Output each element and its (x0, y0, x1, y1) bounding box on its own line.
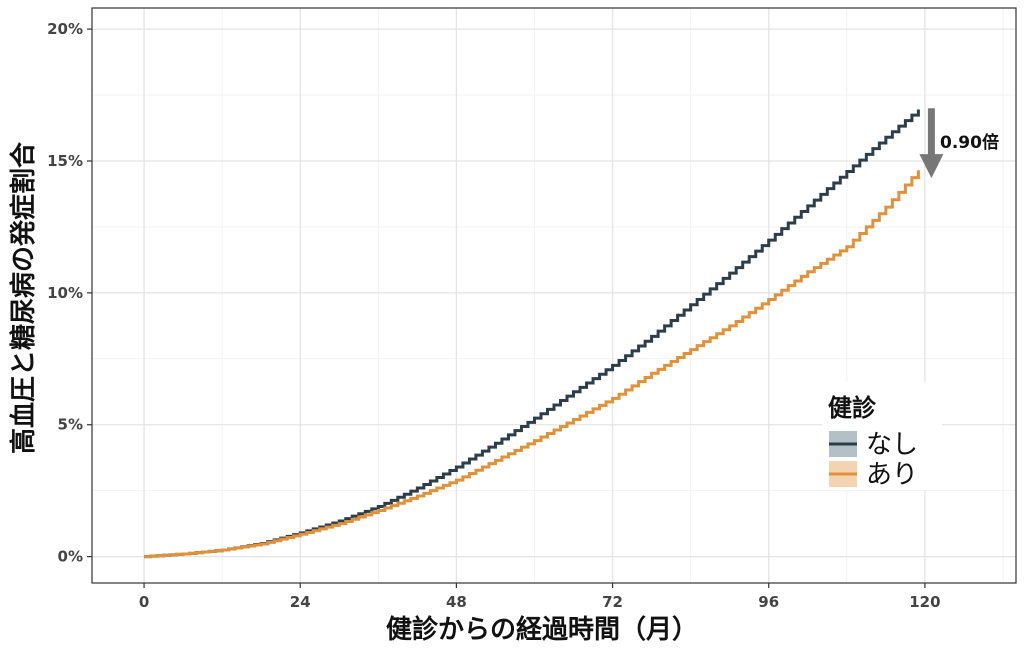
x-tick-label: 0 (139, 593, 149, 611)
x-axis-title: 健診からの経過時間（月） (386, 614, 698, 645)
y-axis-ticks: 0% 5% 10% 15% 20% (47, 20, 92, 566)
y-axis-title: 高血圧と糖尿病の発症割合 (8, 141, 39, 454)
series-line-ari (144, 170, 920, 559)
legend-title: 健診 (828, 394, 877, 422)
ratio-annotation-text: 0.90倍 (940, 132, 999, 153)
x-tick-label: 48 (446, 593, 467, 611)
legend-label-ari: あり (866, 460, 918, 490)
y-tick-label: 0% (58, 548, 83, 566)
series-lines (144, 109, 920, 559)
x-tick-label: 120 (909, 593, 940, 611)
y-tick-label: 15% (47, 152, 83, 170)
y-tick-label: 10% (47, 284, 83, 302)
x-tick-label: 72 (602, 593, 623, 611)
grid (92, 8, 1016, 583)
y-tick-label: 20% (47, 20, 83, 38)
panel-border (91, 7, 1017, 584)
x-tick-label: 24 (290, 593, 311, 611)
ratio-arrow-head (919, 154, 944, 179)
x-axis-ticks: 0 24 48 72 96 120 (139, 583, 941, 611)
y-tick-label: 5% (58, 416, 83, 434)
series-line-nashi (144, 109, 920, 559)
x-tick-label: 96 (758, 593, 779, 611)
legend-label-nashi: なし (866, 430, 918, 460)
ratio-annotation: 0.90倍 (919, 108, 999, 179)
